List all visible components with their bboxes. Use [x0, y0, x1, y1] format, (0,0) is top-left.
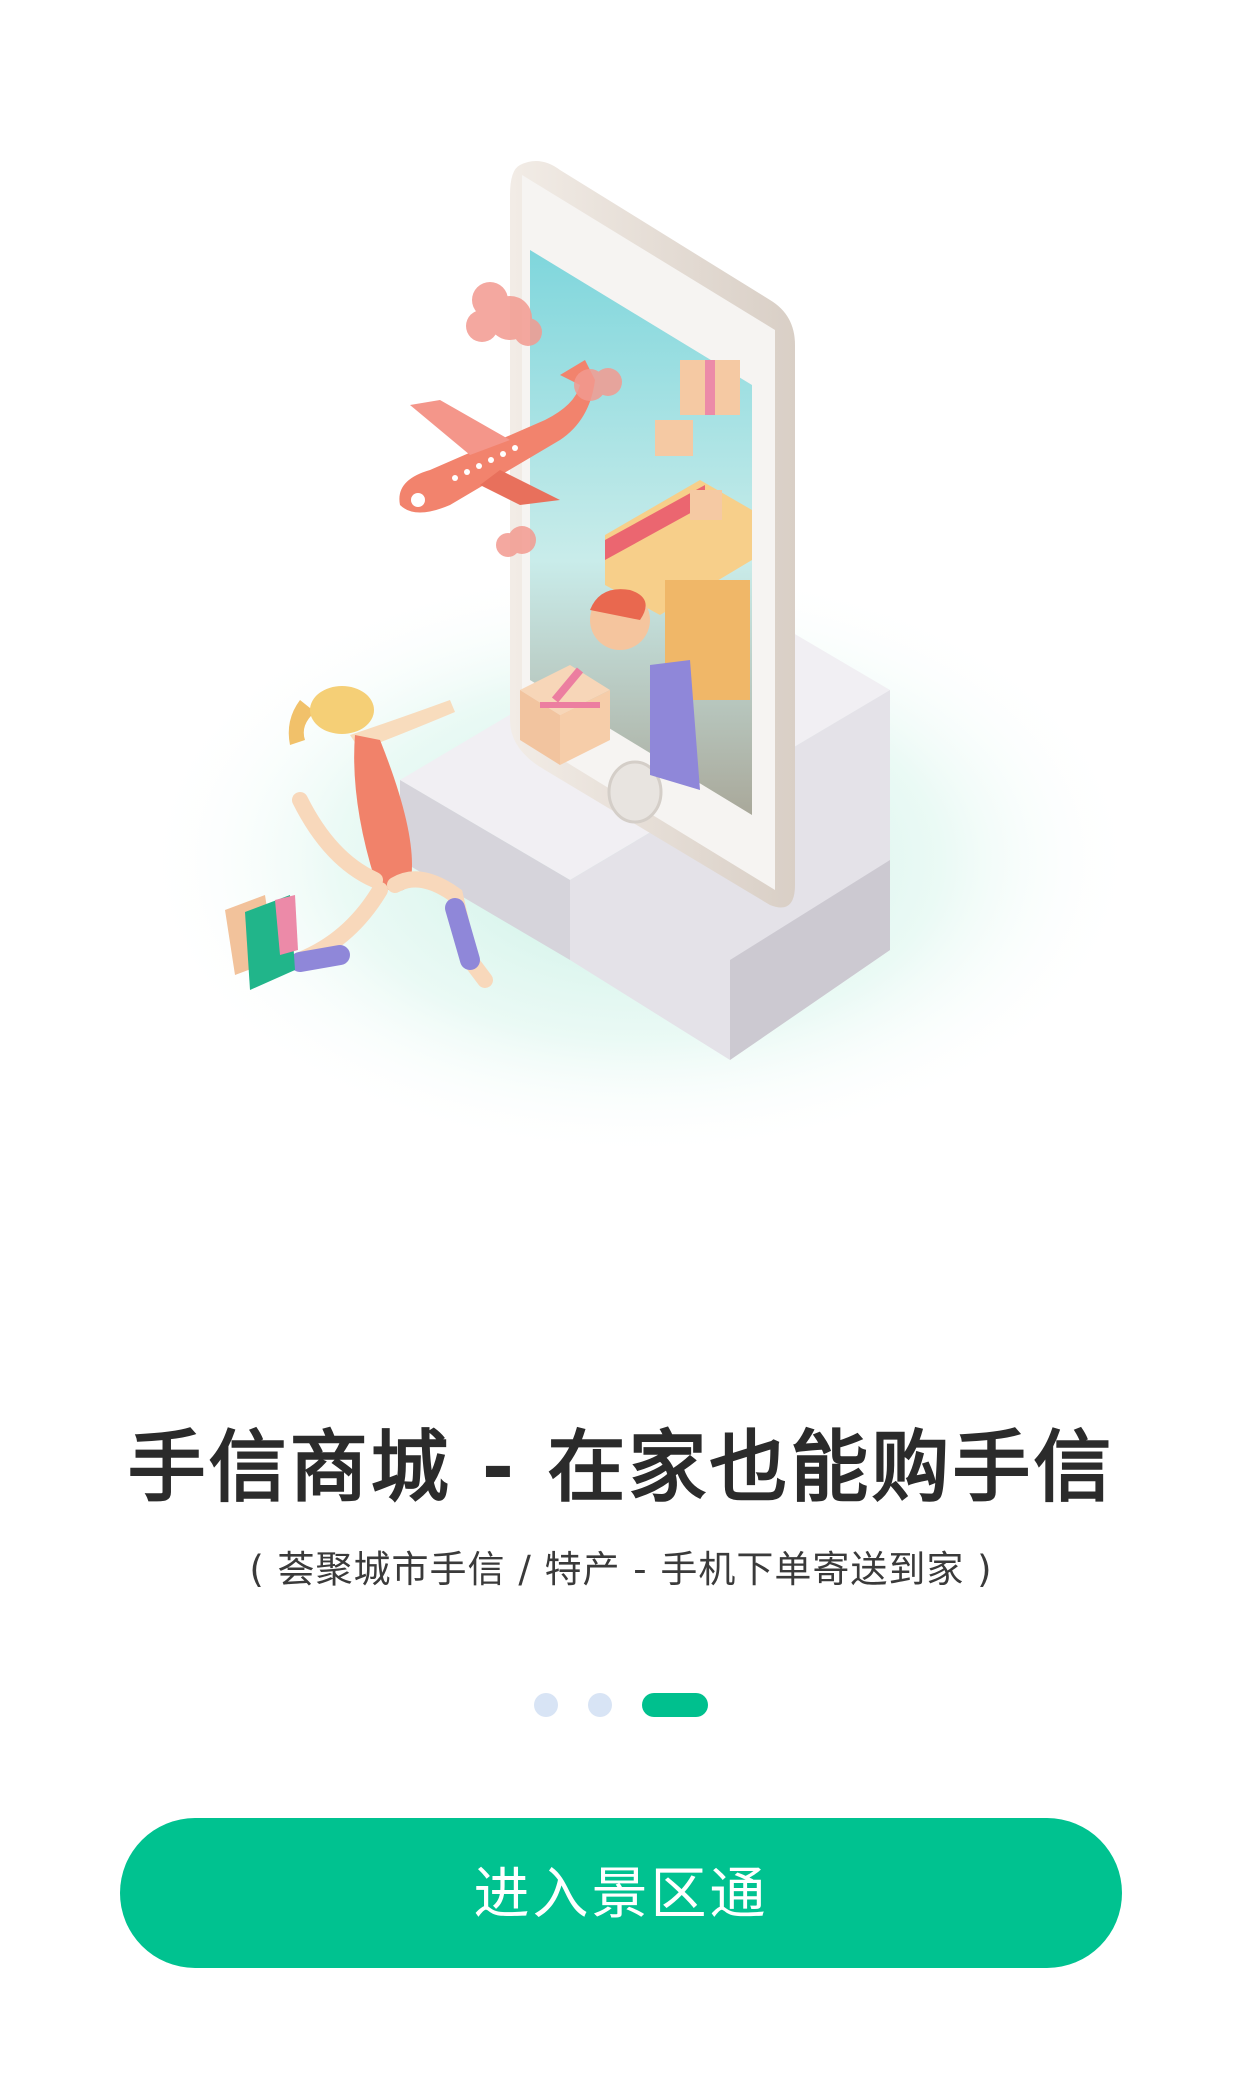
pagination-indicator — [0, 1692, 1242, 1718]
page-title: 手信商城 - 在家也能购手信 — [127, 1423, 1115, 1513]
enter-app-button[interactable]: 进入景区通 — [120, 1818, 1122, 1968]
airplane-illustration — [399, 360, 595, 513]
page-subtitle: ( 荟聚城市手信 / 特产 - 手机下单寄送到家 ) — [249, 1548, 993, 1591]
onboarding-illustration — [140, 161, 1140, 1160]
pagination-dot-3-active[interactable] — [642, 1693, 708, 1717]
clouds-illustration — [466, 282, 622, 557]
courier-illustration — [520, 589, 700, 790]
pagination-dot-2[interactable] — [588, 1693, 612, 1717]
pagination-dot-1[interactable] — [534, 1693, 558, 1717]
shopper-illustration — [225, 686, 493, 990]
